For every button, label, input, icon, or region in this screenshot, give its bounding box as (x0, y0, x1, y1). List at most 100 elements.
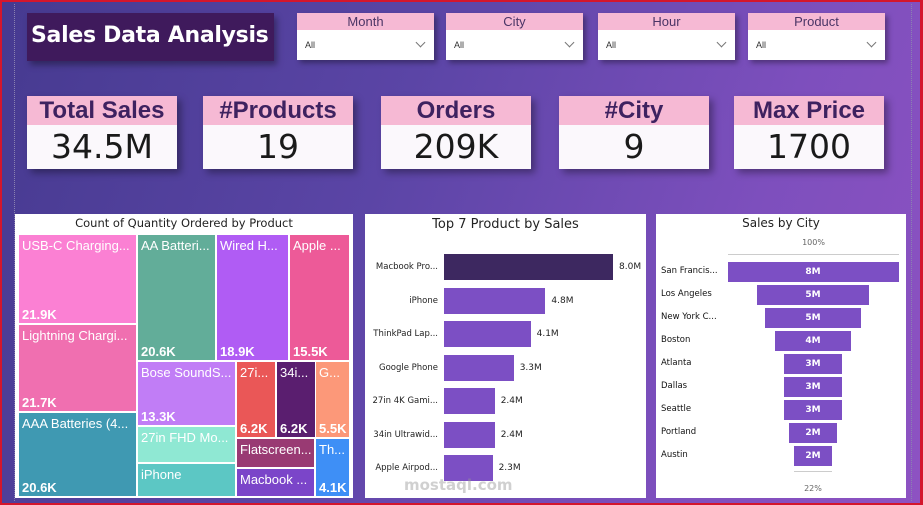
kpi-card: Orders 209K (381, 96, 531, 169)
bar-category-label: Google Phone (378, 362, 438, 373)
slicer-dropdown[interactable]: All (606, 34, 727, 54)
treemap-tile[interactable]: Lightning Chargi... 21.7K (18, 324, 137, 412)
funnel-bottom-bracket (794, 471, 832, 472)
tile-label: Lightning Chargi... (22, 328, 128, 343)
slicer-dropdown[interactable]: All (454, 34, 575, 54)
slicer-label: Hour (598, 13, 735, 30)
bar-value-label: 2.4M (500, 396, 523, 406)
treemap-tile[interactable]: Th... 4.1K (315, 438, 350, 497)
bar-value-label: 3.3M (519, 362, 542, 373)
bar-category-label: Apple Airpod... (375, 463, 438, 473)
treemap-tile[interactable]: Wired H... 18.9K (216, 234, 289, 361)
treemap-tile[interactable]: Bose SoundS... 13.3K (137, 361, 236, 426)
bar[interactable] (444, 354, 514, 381)
funnel-bar[interactable]: 3M (784, 354, 842, 374)
kpi-label: Max Price (734, 96, 884, 125)
bar-value-label: 4.1M (536, 329, 559, 339)
kpi-value: 1700 (767, 127, 851, 166)
funnel-bar[interactable]: 5M (765, 308, 861, 328)
bar-chart-panel: Top 7 Product by Sales Macbook Pro... 8.0… (365, 214, 646, 498)
funnel-category-label: Portland (661, 427, 697, 437)
funnel-value-label: 5M (805, 290, 821, 300)
treemap-tile[interactable]: 34i... 6.2K (276, 361, 316, 438)
slicer-label: Product (748, 13, 885, 30)
funnel-category-label: Los Angeles (661, 289, 712, 299)
chevron-down-icon (564, 37, 575, 48)
treemap-tile[interactable]: Flatscreen... (236, 438, 315, 468)
bar-category-label: 27in 4K Gami... (372, 396, 439, 406)
funnel-bar[interactable]: 3M (784, 377, 842, 397)
treemap-tile[interactable]: iPhone (137, 463, 236, 497)
tile-value: 13.3K (141, 409, 176, 424)
funnel-bar[interactable]: 3M (784, 400, 842, 420)
canvas-guide (911, 4, 912, 501)
slicer-month: Month All (297, 13, 434, 60)
funnel-bar[interactable]: 4M (774, 331, 852, 351)
treemap-tile[interactable]: 27i... 6.2K (236, 361, 276, 438)
tile-value: 4.1K (319, 480, 347, 495)
bar-category-label: Macbook Pro... (375, 262, 438, 272)
treemap-tile[interactable]: AAA Batteries (4... 20.6K (18, 412, 137, 497)
kpi-label: Orders (381, 96, 531, 125)
tile-value: 21.7K (22, 395, 57, 410)
treemap-tile[interactable]: Apple ... 15.5K (289, 234, 350, 361)
funnel-value-label: 2M (805, 428, 821, 438)
slicer-value: All (454, 40, 465, 50)
funnel-category-label: San Francis... (661, 266, 718, 276)
tile-value: 5.5K (319, 421, 347, 436)
funnel-bar[interactable]: 8M (727, 262, 899, 282)
bar[interactable] (444, 254, 613, 280)
funnel-value-label: 3M (805, 382, 821, 392)
bar[interactable] (444, 388, 495, 414)
funnel-panel: Sales by City 100% San Francis... 8M Los A… (656, 214, 906, 498)
tile-value: 6.2K (280, 421, 308, 436)
kpi-card: #City 9 (559, 96, 709, 169)
bar-category-label: ThinkPad Lap... (373, 329, 438, 339)
kpi-card: #Products 19 (203, 96, 353, 169)
slicer-value: All (305, 40, 316, 50)
bar-value-label: 8.0M (619, 262, 642, 272)
bar-value-label: 2.3M (498, 463, 521, 473)
chevron-down-icon (415, 37, 426, 48)
funnel-value-label: 3M (805, 405, 821, 415)
tile-label: 27i... (240, 365, 269, 380)
kpi-value: 34.5M (51, 127, 153, 166)
treemap-tile[interactable]: Macbook ... (236, 468, 315, 497)
tile-label: Th... (319, 442, 346, 457)
funnel-category-label: Austin (661, 450, 688, 460)
kpi-label: Total Sales (27, 96, 177, 125)
treemap-tile[interactable]: AA Batteri... 20.6K (137, 234, 216, 361)
kpi-card: Max Price 1700 (734, 96, 884, 169)
slicer-label: Month (297, 13, 434, 30)
bar-chart-title: Top 7 Product by Sales (432, 217, 579, 232)
slicer-city: City All (446, 13, 583, 60)
slicer-dropdown[interactable]: All (305, 34, 426, 54)
slicer-product: Product All (748, 13, 885, 60)
tile-label: USB-C Charging... (22, 238, 130, 253)
report-title: Sales Data Analysis (27, 13, 274, 61)
tile-label: 34i... (280, 365, 309, 380)
tile-label: AA Batteri... (141, 238, 210, 253)
treemap-tile[interactable]: 27in FHD Mo... (137, 426, 236, 463)
funnel-bar[interactable]: 2M (789, 423, 837, 443)
funnel-value-label: 2M (805, 451, 821, 461)
bar[interactable] (444, 421, 495, 448)
funnel-value-label: 4M (805, 336, 821, 346)
funnel-category-label: Atlanta (661, 358, 692, 368)
canvas-guide (14, 4, 15, 501)
bar[interactable] (444, 321, 531, 347)
treemap-tile[interactable]: USB-C Charging... 21.9K (18, 234, 137, 324)
funnel-value-label: 3M (805, 359, 821, 369)
tile-label: Flatscreen... (240, 442, 312, 457)
bar[interactable] (444, 455, 493, 481)
slicer-dropdown[interactable]: All (756, 34, 877, 54)
funnel-bar[interactable]: 2M (794, 446, 832, 466)
tile-label: 27in FHD Mo... (141, 430, 229, 445)
funnel-top-percent: 100% (802, 238, 825, 247)
watermark: mostaql.com (404, 476, 513, 494)
bar-value-label: 4.8M (551, 295, 574, 306)
bar[interactable] (444, 287, 546, 314)
treemap-tile[interactable]: G... 5.5K (315, 361, 350, 438)
funnel-bar[interactable]: 5M (757, 285, 869, 305)
bar-category-label: 34in Ultrawid... (373, 429, 438, 440)
